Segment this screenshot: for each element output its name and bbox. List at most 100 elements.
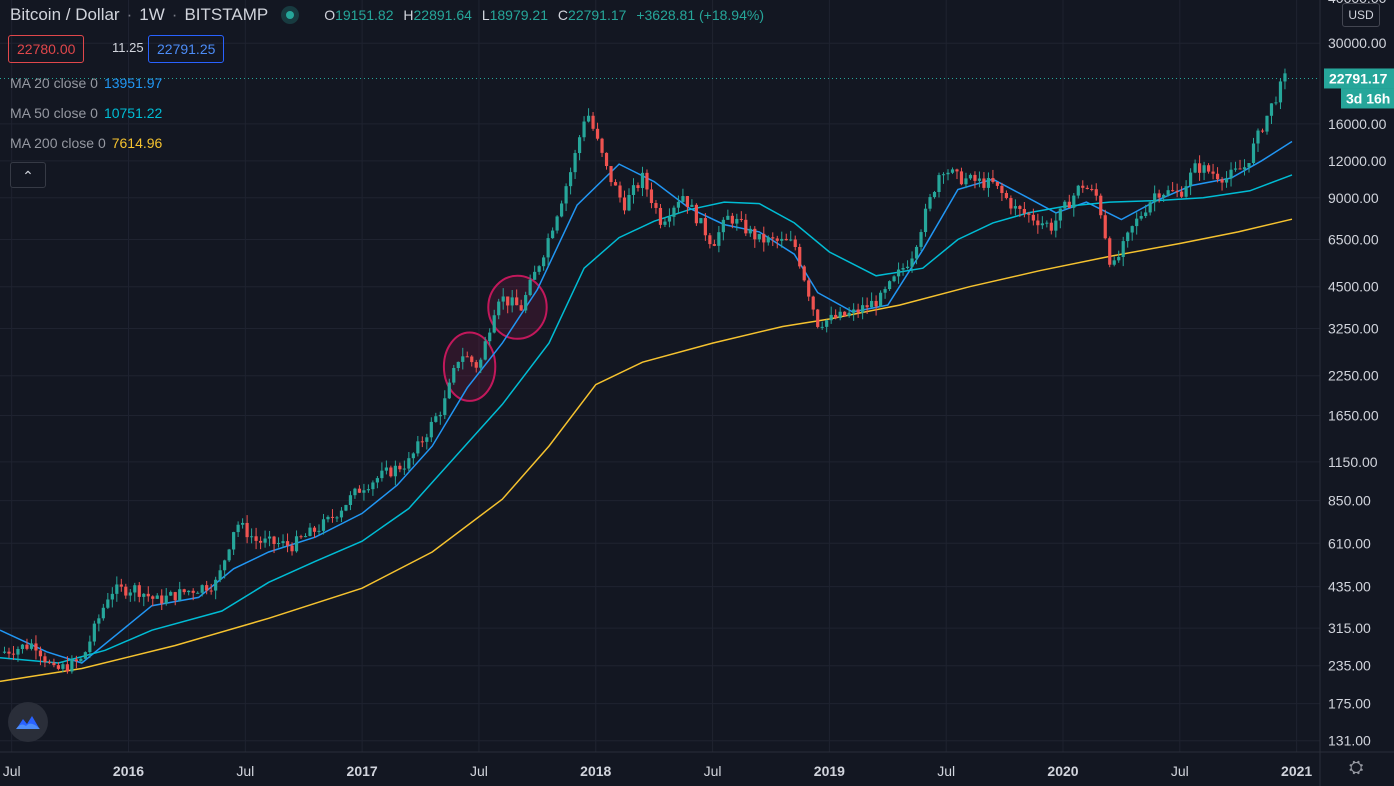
candle-body [551, 230, 555, 239]
candle-body [1117, 256, 1121, 261]
candle-body [537, 266, 541, 272]
chart-header: Bitcoin / Dollar · 1W · BITSTAMP O19151.… [10, 5, 770, 25]
high-value: 22891.64 [413, 7, 472, 23]
candle-body [874, 300, 878, 307]
candle-body [411, 453, 415, 459]
candle-body [1013, 206, 1017, 209]
indicator-ma200[interactable]: MA 200 close 0 7614.96 [10, 135, 162, 151]
candle-body [703, 218, 707, 236]
candle-body [685, 196, 690, 207]
candle-body [717, 232, 721, 246]
candle-body [793, 239, 797, 247]
candle-body [946, 172, 950, 175]
candle-body [56, 665, 61, 669]
candle-body [299, 536, 303, 538]
price-tick-label: 12000.00 [1328, 153, 1387, 169]
candle-body [281, 541, 285, 544]
candle-body [577, 137, 582, 154]
candle-body [1175, 190, 1179, 192]
candle-body [555, 216, 559, 231]
candle-body [883, 289, 887, 293]
candle-body [1166, 190, 1170, 195]
candle-body [1094, 189, 1098, 196]
candle-body [712, 244, 716, 246]
candle-body [506, 296, 510, 306]
high-label: H [403, 7, 414, 23]
candle-body [726, 215, 730, 220]
candle-body [501, 296, 505, 302]
candle-body [982, 178, 986, 188]
time-tick-label: Jul [236, 763, 254, 779]
candle-body [613, 182, 618, 186]
candle-body [568, 172, 573, 187]
candle-body [766, 237, 770, 243]
candle-body [52, 662, 56, 666]
gear-icon[interactable]: ⛭ [1349, 757, 1364, 777]
candle-body [434, 416, 438, 422]
candle-body [146, 593, 150, 597]
ma-line [0, 218, 1293, 683]
sell-price-button[interactable]: 22780.00 [8, 35, 85, 63]
candle-body [294, 536, 299, 552]
candle-body [950, 169, 955, 173]
candle-body [196, 592, 200, 594]
indicator-value: 7614.96 [111, 135, 163, 151]
candle-body [672, 207, 676, 217]
candle-body [227, 549, 231, 561]
interval-label[interactable]: 1W [139, 5, 165, 24]
candle-body [1256, 130, 1260, 144]
countdown-tag [1341, 88, 1394, 109]
price-axis[interactable]: 131.00 175.00 235.00 315.00 435.00 610.00 850.… [1328, 0, 1387, 749]
candle-body [101, 607, 105, 619]
time-axis[interactable]: Jul 2016 Jul 2017 Jul 2018 Jul 2019 Jul 2020 Jul 20… [3, 763, 1313, 779]
candle-body [366, 489, 371, 491]
candle-body [407, 458, 411, 469]
indicator-ma20[interactable]: MA 20 close 0 13951.97 [10, 75, 162, 91]
candle-body [1251, 143, 1256, 164]
candle-body [173, 592, 177, 601]
candle-body [1206, 165, 1211, 172]
ohlc-readout: O19151.82 H22891.64 L18979.21 C22791.17 … [324, 7, 770, 23]
candle-body [609, 166, 613, 183]
candle-body [694, 204, 698, 224]
currency-button[interactable]: USD [1342, 3, 1380, 27]
candle-body [923, 208, 928, 233]
candle-body [973, 174, 977, 181]
candle-body [905, 266, 910, 269]
tradingview-logo-icon[interactable] [8, 702, 48, 742]
low-value: 18979.21 [489, 7, 549, 23]
candle-body [1000, 185, 1004, 194]
candle-body [160, 595, 164, 604]
collapse-legend-button[interactable]: ⌃ [10, 162, 46, 188]
candle-body [1054, 220, 1058, 231]
candle-body [515, 297, 519, 306]
candle-body [1220, 179, 1224, 183]
candle-body [133, 585, 137, 593]
candle-body [865, 305, 869, 308]
candle-body [474, 362, 478, 368]
candle-body [110, 593, 114, 600]
candle-body [649, 189, 654, 204]
candle-body [816, 309, 820, 327]
candle-body [986, 178, 991, 188]
candle-body [1180, 191, 1184, 197]
candle-body [92, 623, 96, 642]
candle-body [582, 121, 586, 138]
indicator-ma50[interactable]: MA 50 close 0 10751.22 [10, 105, 162, 121]
candle-body [465, 356, 469, 358]
price-tick-label: 610.00 [1328, 535, 1371, 551]
buy-price-button[interactable]: 22791.25 [148, 35, 225, 63]
candle-body [308, 527, 312, 537]
candle-body [1022, 208, 1026, 214]
candle-body [492, 315, 496, 333]
candle-body [1076, 185, 1080, 196]
symbol-title[interactable]: Bitcoin / Dollar [10, 5, 120, 24]
candle-body [205, 585, 209, 591]
candle-body [919, 232, 923, 247]
candle-body [510, 297, 514, 306]
candle-body [1238, 168, 1242, 170]
candle-body [586, 115, 591, 122]
candle-body [896, 269, 901, 277]
candle-body [1045, 222, 1049, 224]
